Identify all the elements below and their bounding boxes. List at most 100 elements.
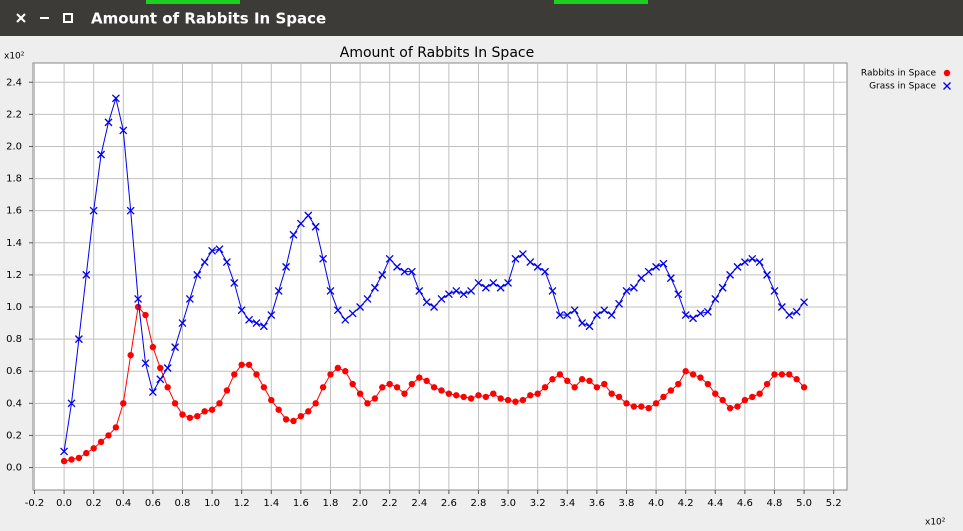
- y-tick-label: 1.8: [6, 174, 22, 185]
- point: [423, 377, 430, 385]
- point: [563, 311, 572, 319]
- point: [134, 303, 142, 311]
- point: [555, 311, 564, 319]
- point: [475, 392, 482, 399]
- point: [349, 380, 356, 388]
- point: [586, 377, 593, 385]
- point: [371, 395, 379, 402]
- point: [770, 286, 779, 295]
- point: [156, 375, 165, 384]
- x-tick-label: 1.4: [263, 498, 279, 509]
- x-tick-label: 2.2: [382, 498, 398, 509]
- point: [629, 283, 638, 292]
- point: [393, 262, 402, 271]
- point: [231, 371, 238, 378]
- point: [534, 390, 541, 397]
- point: [163, 364, 172, 372]
- point: [193, 270, 202, 279]
- point: [786, 371, 793, 378]
- point: [119, 126, 128, 135]
- point: [697, 374, 704, 381]
- point: [608, 390, 615, 397]
- point: [356, 303, 365, 311]
- point: [378, 270, 387, 279]
- x-tick-label: 0.4: [115, 498, 131, 509]
- x-tick-label: -0.2: [25, 498, 45, 509]
- point: [120, 400, 127, 407]
- point: [148, 388, 157, 397]
- point: [334, 364, 342, 372]
- point: [312, 400, 319, 407]
- point: [666, 274, 675, 283]
- point: [748, 254, 757, 263]
- point: [186, 414, 194, 421]
- x-tick-label: 1.0: [204, 498, 220, 509]
- point: [785, 311, 794, 319]
- point: [194, 412, 201, 420]
- y-tick-label: 0.0: [6, 463, 22, 474]
- point: [638, 403, 645, 410]
- point: [549, 376, 556, 383]
- point: [215, 245, 224, 254]
- point: [348, 309, 357, 318]
- point: [178, 319, 187, 328]
- point: [68, 456, 75, 463]
- point: [474, 278, 483, 287]
- y-tick-label: 1.4: [6, 238, 22, 249]
- point: [141, 359, 150, 368]
- point: [777, 303, 786, 311]
- x-tick-label: 2.0: [352, 498, 368, 509]
- point: [179, 411, 186, 418]
- grid: 0.0 0.2 0.4 0.6 0.8 1.0 1.2 1.4 1.6 1.8 2.0 2.2 2.4 -…: [6, 63, 847, 509]
- x-tick-label: 1.2: [234, 498, 250, 509]
- point: [311, 222, 320, 231]
- point: [459, 290, 468, 299]
- point: [660, 393, 667, 401]
- point: [259, 322, 268, 331]
- point: [533, 262, 542, 271]
- marks: [60, 94, 809, 465]
- point: [74, 335, 83, 344]
- x-tick-label: 1.8: [323, 498, 339, 509]
- point: [126, 206, 135, 215]
- x-scale-label: x10²: [925, 518, 946, 528]
- point: [511, 254, 520, 263]
- point: [208, 406, 216, 413]
- x-tick-label: 0.6: [145, 498, 161, 509]
- point: [252, 319, 261, 328]
- y-tick-label: 1.6: [6, 206, 22, 217]
- x-tick-label: 3.4: [559, 498, 575, 509]
- point: [763, 380, 771, 388]
- point: [689, 371, 697, 378]
- maximize-button[interactable]: [63, 13, 73, 23]
- x-tick-label: 4.8: [767, 498, 783, 509]
- point: [489, 278, 498, 287]
- y-tick-label: 0.2: [6, 430, 22, 441]
- point: [268, 396, 275, 404]
- point: [675, 380, 682, 388]
- point: [704, 380, 712, 388]
- point: [260, 384, 268, 391]
- y-tick-label: 0.8: [6, 334, 22, 345]
- window-title: Amount of Rabbits In Space: [91, 10, 326, 28]
- point: [734, 403, 741, 410]
- point: [438, 387, 445, 394]
- close-button[interactable]: [16, 13, 26, 23]
- point: [127, 351, 134, 359]
- point: [149, 343, 157, 351]
- y-tick-label: 1.0: [6, 302, 22, 313]
- point: [208, 246, 217, 255]
- point: [60, 447, 69, 456]
- point: [401, 390, 408, 397]
- point: [363, 295, 372, 303]
- point: [408, 380, 416, 388]
- point: [703, 307, 712, 316]
- title-bar: [0, 0, 963, 36]
- point: [200, 258, 209, 267]
- y-tick-label: 0.4: [6, 398, 22, 409]
- point: [659, 259, 668, 268]
- legend-label: Rabbits in Space: [861, 69, 937, 79]
- point: [290, 417, 297, 425]
- point: [719, 396, 726, 404]
- point: [637, 274, 646, 283]
